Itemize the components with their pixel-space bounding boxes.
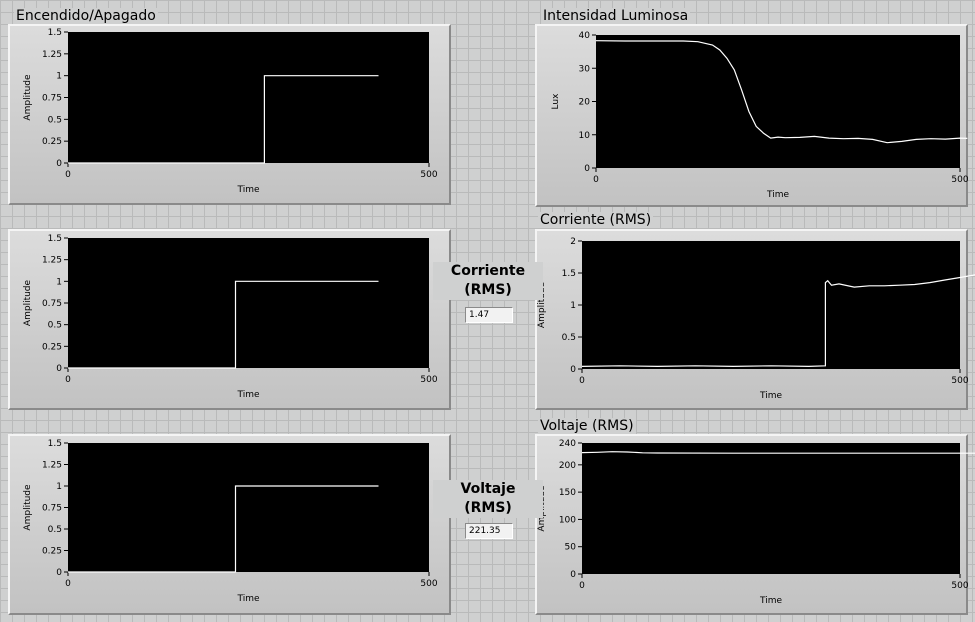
voltage-indicator-label-line2: (RMS) — [464, 500, 512, 516]
current-indicator-label-line1: Corriente — [450, 263, 526, 279]
x-tick-label: 0 — [593, 175, 599, 185]
plot-svg: 0 10 20 30 40 0 500 Time Lux — [551, 31, 969, 200]
y-tick-label: 0 — [56, 364, 62, 374]
x-tick-label: 0 — [579, 376, 585, 386]
plot-area — [68, 443, 429, 572]
onoff-graph-3: 0 0.25 0.5 0.75 1 1.25 1.5 0 500 Time Amplitude — [8, 434, 451, 615]
y-tick-label: 30 — [579, 64, 591, 74]
plot-area — [582, 443, 960, 574]
y-tick-label: 0.25 — [42, 342, 62, 352]
x-tick-label: 0 — [579, 581, 585, 591]
series-line — [595, 40, 968, 144]
x-axis-label: Time — [766, 190, 789, 200]
y-tick-label: 0 — [584, 164, 590, 174]
onoff-graph-2: 0 0.25 0.5 0.75 1 1.25 1.5 0 500 Time Amplitude — [8, 229, 451, 410]
voltage-indicator-label: Voltaje (RMS) — [433, 480, 543, 518]
y-tick-label: 0 — [570, 570, 576, 580]
y-tick-label: 1 — [570, 301, 576, 311]
y-tick-label: 0.25 — [42, 547, 62, 557]
lux-panel-title: Intensidad Luminosa — [541, 8, 691, 24]
x-axis-label: Time — [759, 596, 782, 606]
current-graph: 0 0.5 1 1.5 2 0 500 Time Amplitude — [535, 229, 975, 410]
y-tick-label: 0.75 — [42, 299, 62, 309]
y-tick-label: 1 — [56, 72, 62, 82]
current-indicator-value[interactable]: 1.47 — [465, 307, 513, 323]
y-tick-label: 0.5 — [48, 525, 62, 535]
y-tick-label: 0.25 — [42, 137, 62, 147]
x-tick-label: 500 — [420, 375, 437, 385]
x-tick-label: 0 — [65, 170, 71, 180]
series-line — [68, 75, 379, 164]
current-indicator-label: Corriente (RMS) — [433, 262, 543, 300]
x-tick-label: 0 — [65, 375, 71, 385]
voltage-graph: 0501001502002400500TimeAmplitude — [535, 434, 975, 615]
y-axis-label: Amplitude — [23, 279, 33, 326]
y-tick-label: 1.25 — [42, 461, 62, 471]
y-tick-label: 0.5 — [48, 115, 62, 125]
y-tick-label: 1 — [56, 277, 62, 287]
y-tick-label: 0 — [56, 568, 62, 578]
plot-area — [68, 238, 429, 368]
x-axis-label: Time — [236, 185, 259, 195]
x-tick-label: 500 — [420, 579, 437, 589]
plot-svg: 0 0.5 1 1.5 2 0 500 Time Amplitude — [537, 237, 975, 401]
series-line — [581, 274, 975, 368]
plot-svg: 0 0.25 0.5 0.75 1 1.25 1.5 0 500 Time Amplitude — [23, 28, 438, 195]
y-tick-label: 1.5 — [48, 28, 62, 38]
x-tick-label: 500 — [951, 175, 968, 185]
y-tick-label: 40 — [579, 31, 591, 41]
x-axis-label: Time — [759, 391, 782, 401]
y-tick-label: 100 — [559, 515, 576, 525]
plot-area — [68, 32, 429, 163]
onoff-graph-1: 0 0.25 0.5 0.75 1 1.25 1.5 0 500 Time Amplitude — [8, 24, 451, 205]
y-tick-label: 10 — [579, 131, 591, 141]
y-tick-label: 50 — [565, 543, 577, 553]
y-tick-label: 0 — [56, 159, 62, 169]
plot-area — [582, 241, 960, 369]
y-tick-label: 0.75 — [42, 504, 62, 514]
y-tick-label: 1.25 — [42, 50, 62, 60]
x-tick-label: 500 — [420, 170, 437, 180]
y-tick-label: 0.5 — [48, 321, 62, 331]
onoff-panel-title: Encendido/Apagado — [14, 8, 158, 24]
y-tick-label: 1 — [56, 482, 62, 492]
y-axis-label: Amplitude — [23, 74, 33, 121]
voltage-indicator-label-line1: Voltaje — [460, 481, 516, 497]
y-tick-label: 0.75 — [42, 94, 62, 104]
plot-area — [596, 35, 960, 168]
voltage-indicator-value[interactable]: 221.35 — [465, 523, 513, 539]
x-tick-label: 500 — [951, 581, 968, 591]
series-line — [68, 485, 379, 573]
y-tick-label: 1.5 — [48, 234, 62, 244]
x-tick-label: 500 — [951, 376, 968, 386]
y-axis-label: Lux — [551, 93, 561, 110]
y-tick-label: 0.5 — [562, 333, 576, 343]
y-tick-label: 1.5 — [48, 439, 62, 449]
plot-svg: 0 0.25 0.5 0.75 1 1.25 1.5 0 500 Time Amplitude — [23, 439, 438, 604]
x-axis-label: Time — [236, 390, 259, 400]
plot-svg: 0 0.25 0.5 0.75 1 1.25 1.5 0 500 Time Amplitude — [23, 234, 438, 400]
y-tick-label: 1.5 — [562, 269, 576, 279]
y-tick-label: 0 — [570, 365, 576, 375]
y-tick-label: 240 — [559, 439, 576, 449]
y-tick-label: 1.25 — [42, 256, 62, 266]
y-tick-label: 20 — [579, 98, 591, 108]
current-panel-title: Corriente (RMS) — [538, 212, 654, 228]
voltage-panel-title: Voltaje (RMS) — [538, 418, 636, 434]
y-tick-label: 2 — [570, 237, 576, 247]
series-line — [68, 280, 379, 369]
y-tick-label: 150 — [559, 488, 576, 498]
current-indicator-label-line2: (RMS) — [464, 282, 512, 298]
y-axis-label: Amplitude — [537, 281, 547, 328]
y-tick-label: 200 — [559, 461, 576, 471]
x-axis-label: Time — [236, 594, 259, 604]
series-line — [581, 451, 975, 454]
x-tick-label: 0 — [65, 579, 71, 589]
lux-graph: 0 10 20 30 40 0 500 Time Lux — [535, 24, 969, 207]
y-axis-label: Amplitude — [23, 484, 33, 531]
plot-svg: 0501001502002400500TimeAmplitude — [537, 439, 975, 606]
